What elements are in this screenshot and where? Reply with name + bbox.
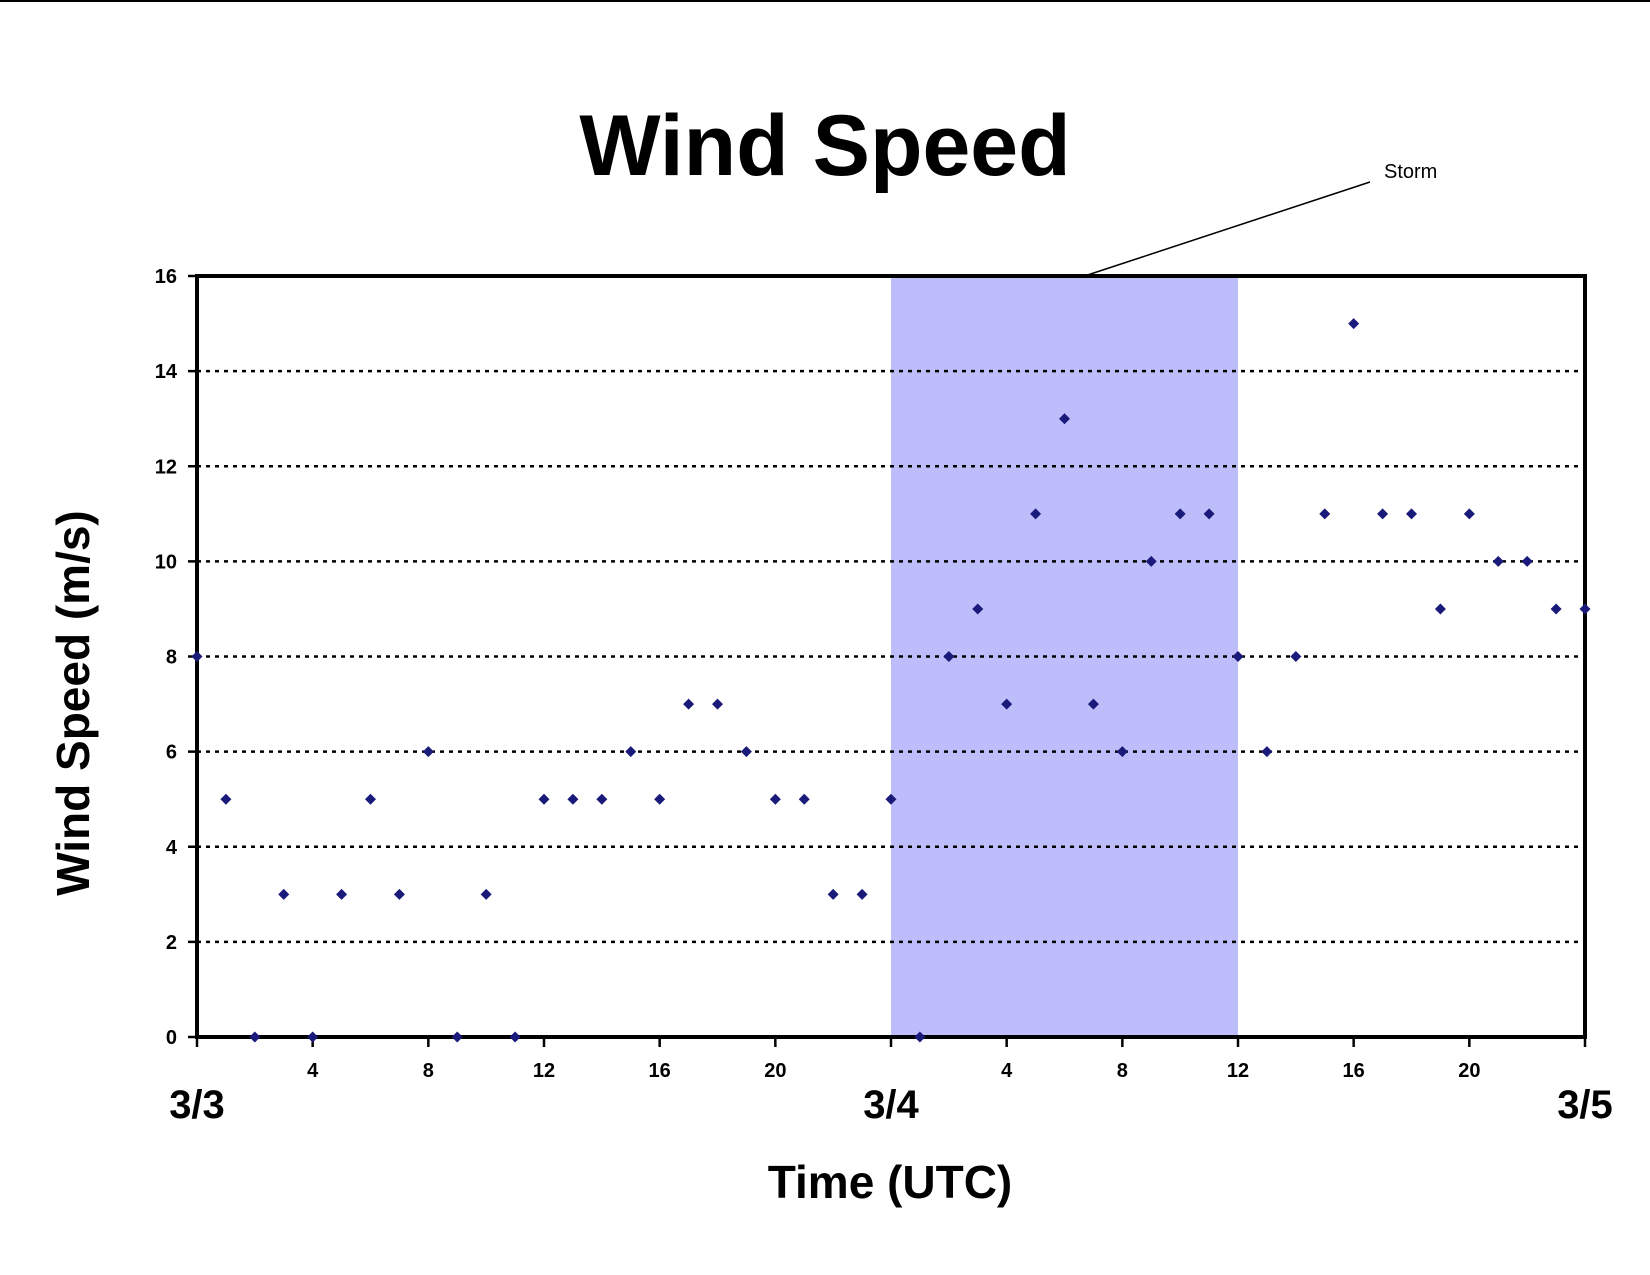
y-tick-label: 6 [166,742,177,764]
data-point [856,888,868,900]
data-point [596,793,608,805]
data-point [712,698,723,710]
y-tick-label: 16 [155,266,177,288]
data-point [914,1031,926,1043]
data-point [538,793,550,805]
data-point [1377,508,1389,520]
data-point [654,793,666,805]
x-tick-label: 4 [307,1060,319,1082]
data-point [1463,508,1475,520]
x-tick-label: 20 [1458,1060,1480,1082]
data-point [1348,318,1360,330]
y-tick-label: 8 [166,647,177,669]
x-axis: 4 8 12 16 20 4 8 12 16 20 [195,1037,1587,1082]
chart-title: Wind Speed [579,98,1070,194]
y-tick-label: 4 [166,837,178,859]
data-point [683,698,695,710]
data-point [307,1031,319,1043]
data-point [798,793,810,805]
x-axis-title: Time (UTC) [768,1156,1013,1208]
x-tick-label: 8 [423,1060,434,1082]
data-point [220,793,232,805]
data-point [1232,651,1244,662]
data-point [278,888,290,900]
data-point [393,888,405,900]
data-point [191,651,203,662]
data-point [480,888,492,900]
data-point [1174,508,1186,520]
data-point [1261,746,1273,758]
data-series [191,318,1591,1043]
x-tick-label: 16 [649,1060,671,1082]
data-point [1319,508,1331,520]
y-tick-label: 0 [166,1027,177,1049]
data-point [1087,698,1099,710]
data-point [943,651,955,662]
x-date-labels: 3/3 3/4 3/5 [169,1083,1613,1127]
data-point [365,793,376,805]
data-point [249,1031,261,1043]
data-point [336,888,348,900]
x-tick-label: 20 [764,1060,786,1082]
x-tick-label: 4 [1001,1060,1013,1082]
data-point [1145,555,1157,567]
y-tick-label: 2 [166,932,177,954]
y-axis-title: Wind Speed (m/s) [47,510,99,896]
x-tick-label: 12 [533,1060,555,1082]
data-point [1203,508,1215,520]
gridlines [197,369,1585,944]
y-axis: 0 2 4 6 8 10 12 14 16 [155,266,197,1049]
data-point [567,793,579,805]
top-rule [0,0,1650,2]
data-point [827,888,839,900]
data-point [769,793,781,805]
x-tick-label: 12 [1227,1060,1249,1082]
data-point [1030,508,1042,520]
x-tick-label: 8 [1117,1060,1128,1082]
data-point [1290,651,1302,662]
y-tick-label: 14 [155,361,178,383]
data-point [625,746,637,758]
data-point [1550,603,1562,615]
data-point [972,603,984,615]
data-point [1116,746,1128,758]
x-date-label: 3/5 [1557,1083,1613,1127]
data-point [1579,603,1591,615]
x-date-label: 3/4 [863,1083,919,1127]
data-point [422,746,434,758]
data-point [1001,698,1013,710]
data-point [451,1031,463,1043]
storm-annotation-label: Storm [1384,161,1437,183]
x-tick-label: 16 [1343,1060,1365,1082]
data-point [1406,508,1417,520]
data-point [740,746,752,758]
y-tick-label: 10 [155,551,177,573]
data-point [1434,603,1446,615]
y-tick-label: 12 [155,456,177,478]
data-point [1059,413,1070,425]
data-point [509,1031,521,1043]
data-point [885,793,897,805]
x-date-label: 3/3 [169,1083,225,1127]
storm-annotation-leader [1084,181,1371,277]
data-point [1521,555,1533,567]
data-point [1492,555,1504,567]
